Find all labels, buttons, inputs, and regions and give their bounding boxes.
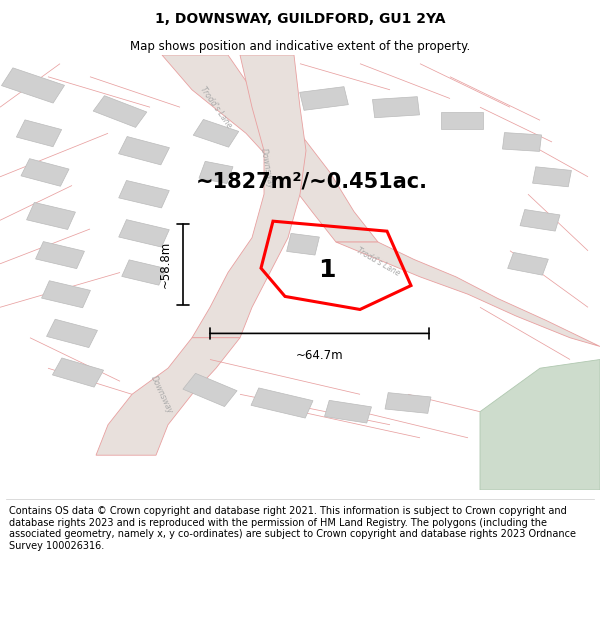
Polygon shape — [122, 260, 166, 285]
Text: ~64.7m: ~64.7m — [296, 349, 343, 362]
Polygon shape — [119, 181, 169, 208]
Text: 1, DOWNSWAY, GUILDFORD, GU1 2YA: 1, DOWNSWAY, GUILDFORD, GU1 2YA — [155, 12, 445, 26]
Polygon shape — [192, 55, 306, 338]
Polygon shape — [325, 401, 371, 423]
Polygon shape — [1, 68, 65, 103]
Polygon shape — [183, 373, 237, 406]
Polygon shape — [47, 319, 97, 348]
Polygon shape — [287, 233, 319, 255]
Polygon shape — [41, 281, 91, 308]
Polygon shape — [373, 97, 419, 118]
Text: Downsway: Downsway — [259, 147, 275, 189]
Text: Contains OS data © Crown copyright and database right 2021. This information is : Contains OS data © Crown copyright and d… — [9, 506, 576, 551]
Polygon shape — [502, 132, 542, 151]
Polygon shape — [119, 136, 169, 165]
Polygon shape — [336, 242, 600, 346]
Polygon shape — [26, 202, 76, 229]
Text: Downsway: Downsway — [149, 374, 175, 415]
Polygon shape — [520, 209, 560, 231]
Text: 1: 1 — [318, 258, 336, 282]
Polygon shape — [508, 253, 548, 275]
Polygon shape — [441, 111, 483, 129]
Polygon shape — [385, 392, 431, 413]
Polygon shape — [119, 219, 169, 247]
Polygon shape — [16, 120, 62, 147]
Polygon shape — [251, 388, 313, 418]
Polygon shape — [193, 119, 239, 147]
Text: ~1827m²/~0.451ac.: ~1827m²/~0.451ac. — [196, 171, 428, 191]
Polygon shape — [35, 242, 85, 269]
Polygon shape — [52, 358, 104, 387]
Polygon shape — [93, 96, 147, 128]
Polygon shape — [162, 55, 378, 242]
Polygon shape — [96, 338, 240, 455]
Polygon shape — [480, 359, 600, 490]
Polygon shape — [21, 159, 69, 186]
Polygon shape — [533, 167, 571, 187]
Text: ~58.8m: ~58.8m — [159, 241, 172, 288]
Polygon shape — [199, 161, 233, 184]
Text: Trodd's Lane: Trodd's Lane — [199, 85, 233, 129]
Polygon shape — [299, 87, 349, 111]
Text: Map shows position and indicative extent of the property.: Map shows position and indicative extent… — [130, 39, 470, 52]
Text: Trodd's Lane: Trodd's Lane — [355, 246, 401, 278]
